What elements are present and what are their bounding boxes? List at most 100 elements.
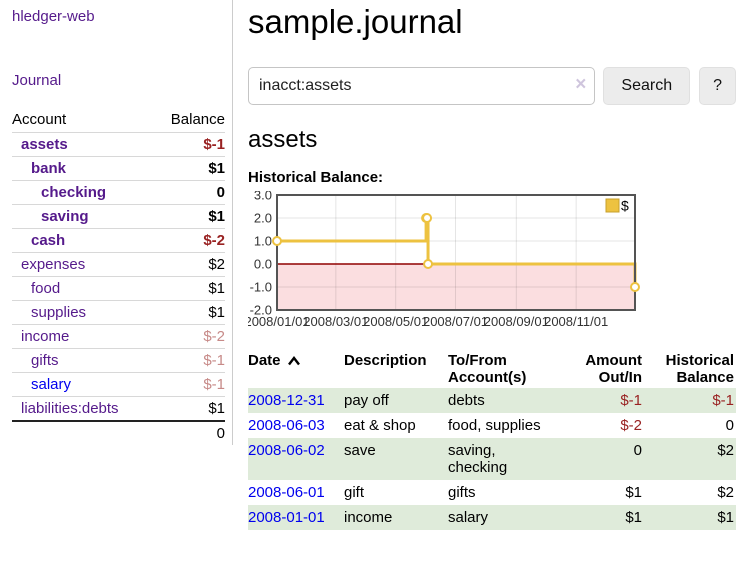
account-link[interactable]: assets [21, 136, 68, 153]
table-row: 2008-06-01 gift gifts $1 $2 [248, 480, 736, 505]
svg-text:2008/09/01: 2008/09/01 [484, 314, 549, 329]
chart-axis-labels: 3.0 2.0 1.0 0.0 -1.0 -2.02008/01/012008/03/01… [244, 188, 608, 330]
chart-data-points [272, 213, 640, 292]
transaction-accounts: saving, checking [448, 442, 508, 476]
search-input[interactable] [248, 67, 596, 105]
account-link[interactable]: income [21, 328, 70, 345]
date-link[interactable]: 2008-01-01 [248, 509, 325, 526]
chart-legend: $ [601, 197, 634, 215]
svg-text:2008/05/01: 2008/05/01 [363, 314, 428, 329]
transaction-accounts: debts [448, 392, 485, 409]
transaction-accounts: gifts [448, 484, 476, 501]
transaction-description: eat & shop [344, 417, 416, 434]
table-row: 2008-06-02 save saving, checking 0 $2 [248, 438, 736, 480]
transaction-balance: $2 [717, 484, 734, 501]
account-link[interactable]: supplies [31, 304, 87, 321]
accounts-total-row: 0 [12, 420, 225, 445]
clear-search-icon[interactable]: × [575, 74, 587, 95]
svg-text:2008/07/01: 2008/07/01 [423, 314, 488, 329]
balance-chart: $3.0 2.0 1.0 0.0 -1.0 -2.0 2008/01/01 2008/03/0… [244, 188, 736, 337]
transaction-amount: 0 [633, 442, 642, 459]
register-header-date[interactable]: Date [248, 350, 344, 388]
account-row: assets $-1 [12, 132, 225, 157]
table-row: 2008-12-31 pay off debts $-1 $-1 [248, 388, 736, 413]
svg-text:$: $ [621, 198, 629, 214]
account-balance: $-1 [153, 348, 225, 373]
account-balance: $1 [153, 396, 225, 421]
accounts-total: 0 [12, 420, 225, 445]
search-input-wrap: × [248, 67, 596, 105]
table-row: 2008-06-03 eat & shop food, supplies $-2 0 [248, 413, 736, 438]
help-button[interactable]: ? [699, 67, 736, 105]
account-balance: $1 [153, 300, 225, 325]
account-balance: $1 [153, 156, 225, 181]
app-title-link[interactable]: hledger-web [12, 8, 95, 25]
account-link[interactable]: gifts [31, 352, 59, 369]
legend-swatch-icon [605, 198, 620, 213]
svg-text:1.0: 1.0 [254, 234, 272, 249]
account-row: salary $-1 [12, 372, 225, 397]
plot-border [276, 194, 636, 311]
account-row: supplies $1 [12, 300, 225, 325]
account-link[interactable]: liabilities:debts [21, 400, 119, 417]
svg-text:-2.0: -2.0 [250, 303, 272, 318]
transaction-accounts: food, supplies [448, 417, 541, 434]
transaction-description: gift [344, 484, 365, 501]
account-balance: 0 [153, 180, 225, 205]
date-link[interactable]: 2008-12-31 [248, 392, 325, 409]
transaction-amount: $-1 [620, 392, 642, 409]
account-balance: $-2 [153, 228, 225, 253]
journal-link[interactable]: Journal [12, 72, 62, 89]
register-header-amount: Amount Out/In [585, 352, 642, 386]
negative-region [277, 264, 635, 310]
account-link[interactable]: cash [31, 232, 66, 249]
account-row: food $1 [12, 276, 225, 301]
account-row: cash $-2 [12, 228, 225, 253]
register-header-description: Description [344, 352, 427, 369]
account-balance: $-1 [153, 372, 225, 397]
transaction-accounts: salary [448, 509, 489, 526]
svg-text:-1.0: -1.0 [250, 280, 272, 295]
search-bar: × Search ? [248, 67, 736, 105]
date-link[interactable]: 2008-06-03 [248, 417, 325, 434]
account-balance: $-1 [153, 132, 225, 157]
account-link[interactable]: food [31, 280, 61, 297]
transaction-description: income [344, 509, 393, 526]
accounts-table: Account Balance assets $-1 bank $1 checking 0… [12, 108, 225, 445]
account-row: income $-2 [12, 324, 225, 349]
account-row: saving $1 [12, 204, 225, 229]
account-balance: $1 [153, 204, 225, 229]
svg-text:2008/03/01: 2008/03/01 [303, 314, 368, 329]
transaction-amount: $1 [625, 509, 642, 526]
sidebar: hledger-web Journal Account Balance asse… [0, 0, 233, 445]
sort-ascending-icon [287, 356, 300, 366]
chart-title: Historical Balance: [248, 169, 384, 186]
svg-text:2.0: 2.0 [254, 211, 272, 226]
main-content: sample.journal × Search ? assets Histori… [244, 0, 736, 530]
account-link[interactable]: expenses [21, 256, 86, 273]
account-balance: $1 [153, 276, 225, 301]
register-header-row: Date Description To/From Account(s) Amou… [248, 350, 736, 388]
transaction-amount: $1 [625, 484, 642, 501]
register-header-accounts: To/From Account(s) [448, 352, 527, 386]
account-link[interactable]: bank [31, 160, 67, 177]
account-row: expenses $2 [12, 252, 225, 277]
account-balance: $-2 [153, 324, 225, 349]
transaction-amount: $-2 [620, 417, 642, 434]
transaction-description: save [344, 442, 376, 459]
account-row: bank $1 [12, 156, 225, 181]
accounts-header-row: Account Balance [12, 108, 225, 133]
svg-text:3.0: 3.0 [254, 191, 272, 203]
svg-text:2008/01/01: 2008/01/01 [248, 314, 310, 329]
register-table: Date Description To/From Account(s) Amou… [248, 350, 736, 530]
account-link[interactable]: saving [41, 208, 89, 225]
date-link[interactable]: 2008-06-02 [248, 442, 325, 459]
account-link[interactable]: checking [41, 184, 107, 201]
transaction-description: pay off [344, 392, 389, 409]
account-balance: $2 [153, 252, 225, 277]
chart-gridlines [277, 195, 635, 310]
account-link[interactable]: salary [31, 376, 72, 393]
date-link[interactable]: 2008-06-01 [248, 484, 325, 501]
table-row: 2008-01-01 income salary $1 $1 [248, 505, 736, 530]
search-button[interactable]: Search [603, 67, 691, 105]
